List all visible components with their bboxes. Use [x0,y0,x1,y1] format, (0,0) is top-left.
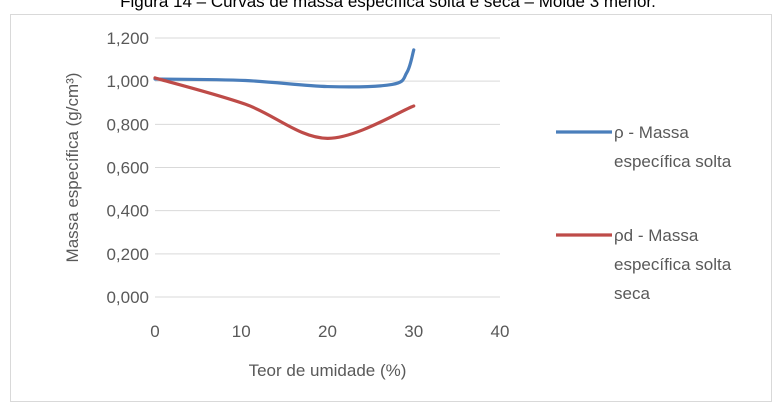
y-tick-label: 0,800 [106,115,149,134]
legend-label-1: específica solta [614,255,732,274]
x-tick-label: 0 [150,322,159,341]
y-tick-label: 1,000 [106,72,149,91]
y-tick-label: 1,200 [106,29,149,48]
figure-caption: Figura 14 – Curvas de massa específica s… [120,0,656,11]
series-line-0 [153,48,416,89]
y-tick-label: 0,400 [106,202,149,221]
y-tick-label: 0,000 [106,288,149,307]
y-tick-label: 0,200 [106,245,149,264]
x-tick-label: 30 [404,322,423,341]
legend-label-1: ρd - Massa [614,226,699,245]
x-tick-label: 10 [232,322,251,341]
gridlines [155,37,500,255]
legend-label-0: ρ - Massa [614,123,689,142]
x-tick-label: 20 [318,322,337,341]
series-lines [153,48,416,140]
tick-labels: 0,000 0,200 0,400 0,600 0,800 1,000 1,200 0 10 20… [106,29,509,341]
x-tick-label: 40 [491,322,510,341]
legend-label-1: seca [614,284,650,303]
legend-label-0: específica solta [614,152,732,171]
y-tick-label: 0,600 [106,159,149,178]
series-line-1 [153,76,416,140]
chart-frame [10,14,772,402]
legend: ρ - Massa específica solta ρd - Massa espec… [556,123,732,303]
y-axis-title: Massa específica (g/cm³) [63,73,82,263]
x-axis-title: Teor de umidade (%) [249,361,407,380]
